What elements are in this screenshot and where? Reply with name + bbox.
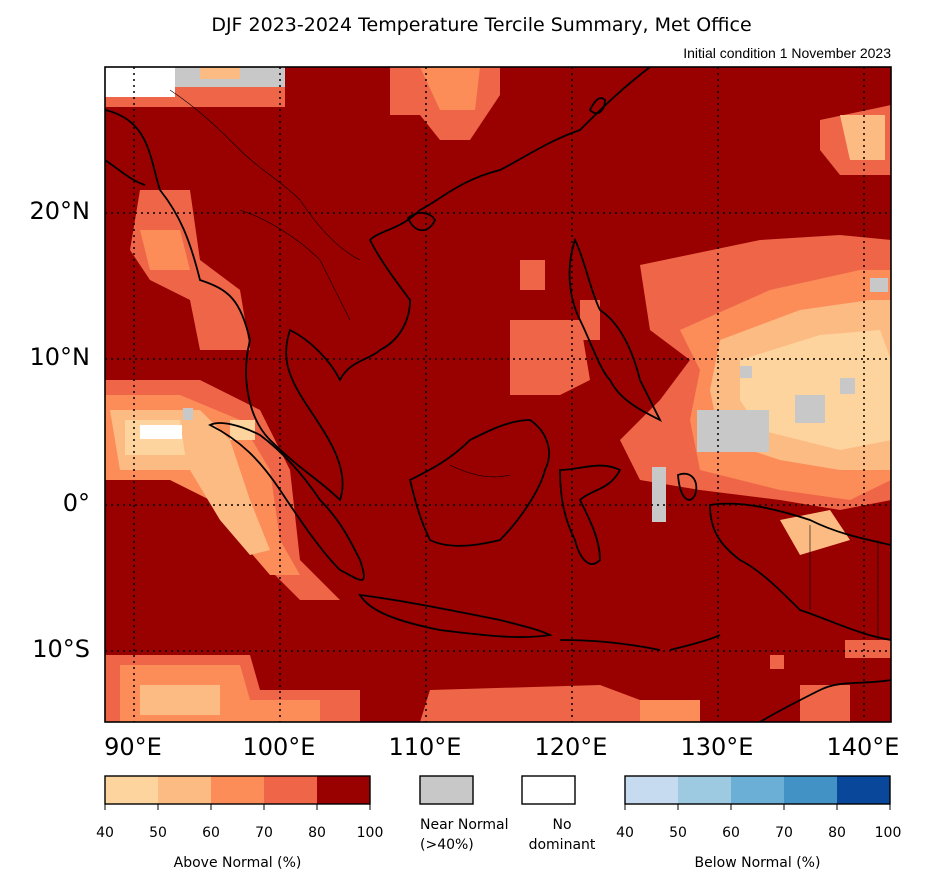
below-tick-100: 100 <box>874 825 902 841</box>
no-dominant-caption-1: No <box>552 817 572 833</box>
legend-near-normal-swatch <box>419 775 474 805</box>
above-tick-70: 70 <box>255 825 273 841</box>
legend-below-50-60 <box>678 776 731 804</box>
gridlines <box>105 67 891 722</box>
above-tick-100: 100 <box>356 825 384 841</box>
lat-label-10n: 10°N <box>29 343 91 371</box>
legend-above-80-100 <box>317 776 370 804</box>
no-dominant-caption-2: dominant <box>528 837 596 853</box>
legend-below-60-70 <box>731 776 784 804</box>
legend-above-normal <box>104 775 371 810</box>
legend-below-normal <box>624 775 891 810</box>
map-area[interactable] <box>105 67 891 722</box>
legend-below-40-50 <box>625 776 678 804</box>
near-normal-patch <box>183 408 193 420</box>
above-tick-50: 50 <box>149 825 167 841</box>
lat-label-10s: 10°S <box>32 635 90 663</box>
legend-above-60-70 <box>211 776 264 804</box>
legend-no-dominant-swatch <box>521 775 576 805</box>
legend-above-40-50 <box>105 776 158 804</box>
lon-label-130e: 130°E <box>680 733 754 761</box>
lon-label-120e: 120°E <box>534 733 608 761</box>
above-normal-caption: Above Normal (%) <box>173 855 302 871</box>
lon-label-90e: 90°E <box>104 733 162 761</box>
above-tick-80: 80 <box>308 825 326 841</box>
lon-label-110e: 110°E <box>388 733 462 761</box>
above-tick-60: 60 <box>202 825 220 841</box>
north-patches <box>105 67 500 140</box>
near-normal-caption-1: Near Normal <box>420 817 509 833</box>
legend-below-80-100 <box>837 776 890 804</box>
map-title: DJF 2023-2024 Temperature Tercile Summar… <box>211 14 752 36</box>
below-tick-70: 70 <box>775 825 793 841</box>
below-tick-40: 40 <box>616 825 634 841</box>
lat-label-0: 0° <box>62 489 90 517</box>
legend-above-70-80 <box>264 776 317 804</box>
below-tick-60: 60 <box>722 825 740 841</box>
legend-above-50-60 <box>158 776 211 804</box>
borders <box>169 89 879 640</box>
no-dominant-patch <box>140 425 182 439</box>
coastlines <box>105 67 891 722</box>
below-normal-caption: Below Normal (%) <box>694 855 821 871</box>
map-subtitle: Initial condition 1 November 2023 <box>683 45 891 61</box>
pacific-patches <box>420 105 891 722</box>
lon-label-140e: 140°E <box>826 733 900 761</box>
below-tick-80: 80 <box>828 825 846 841</box>
below-tick-50: 50 <box>669 825 687 841</box>
lon-label-100e: 100°E <box>242 733 316 761</box>
legend-below-70-80 <box>784 776 837 804</box>
lat-label-20n: 20°N <box>29 197 91 225</box>
near-normal-caption-2: (>40%) <box>420 837 474 853</box>
map-frame <box>104 66 892 723</box>
above-tick-40: 40 <box>96 825 114 841</box>
